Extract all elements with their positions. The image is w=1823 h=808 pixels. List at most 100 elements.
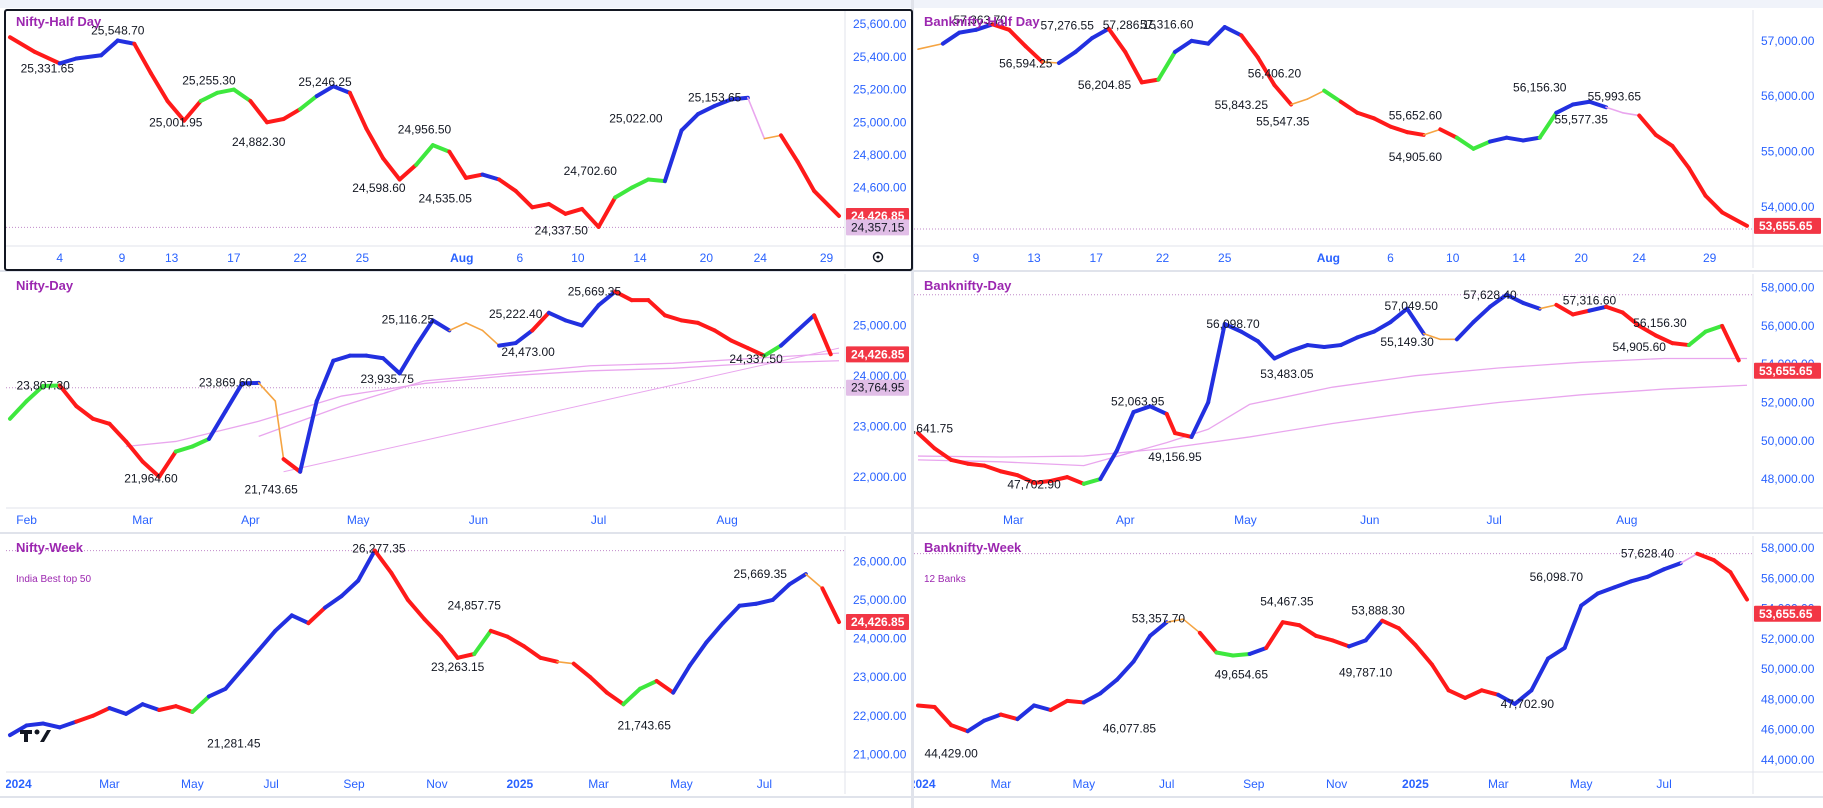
price-annotation: 57,316.60 [1563,294,1617,308]
price-segment [248,99,269,125]
price-segment [1720,210,1749,228]
price-annotation: 57,628.40 [1621,547,1675,561]
price-segment [448,322,467,332]
price-segment [998,469,1020,478]
chart-title: Banknifty-Week [924,540,1022,555]
price-segment [1272,83,1294,107]
price-segment [1587,304,1609,313]
price-annotation: 25,548.70 [91,24,145,38]
x-tick-label: 25 [356,251,370,265]
price-segment [795,313,817,333]
price-segment [190,436,211,449]
price-segment [206,409,228,441]
price-badge: 53,655.65 [1754,217,1821,234]
price-segment [439,634,460,660]
price-segment [1728,570,1749,602]
price-annotation: 57,276.55 [1041,18,1095,32]
x-tick-label: May [347,513,370,527]
price-segment [497,341,518,348]
price-segment [364,353,386,361]
price-segment [240,380,261,386]
price-segment [940,30,962,46]
chart-panel-banknifty-week[interactable]: 44,000.00 46,000.00 48,000.00 50,000.00 52,0… [914,536,1823,794]
price-annotation: 54,905.60 [1613,340,1667,354]
price-segment [1048,475,1070,483]
price-segment [530,202,551,210]
price-segment [1189,38,1211,46]
chart-panel-nifty-day[interactable]: 22,000.00 23,000.00 24,000.00 25,000.00 Feb M… [6,274,911,530]
price-segment [124,702,145,716]
y-tick-label: 25,000.00 [853,593,907,607]
price-segment [1653,333,1675,346]
y-tick-label: 48,000.00 [1761,472,1815,486]
price-segment [1172,431,1194,439]
price-segment [521,644,543,660]
price-segment [1637,113,1658,137]
price-segment [1396,626,1418,647]
price-segment [1056,49,1078,66]
y-tick-label: 22,000.00 [853,470,907,484]
price-segment [1686,166,1708,198]
price-segment [298,399,319,474]
price-segment [32,49,62,66]
price-segment [654,679,676,695]
settings-gear-icon[interactable] [872,251,884,263]
price-segment [173,704,195,714]
x-tick-label: 10 [1446,251,1460,265]
price-segment [1264,620,1285,650]
price-segment [1015,473,1037,485]
panel-divider[interactable] [911,0,914,808]
price-segment [982,463,1003,474]
price-segment [273,613,294,633]
price-segment [472,628,493,656]
price-segment [812,188,841,218]
price-badge: 24,426.85 [846,614,909,631]
chart-panel-nifty-half-day[interactable]: 24,400.0024,600.0024,800.0025,000.0025,2… [6,10,911,268]
x-tick-label: Jul [263,777,278,791]
price-segment [1206,25,1227,46]
price-annotation: 25,669.35 [568,285,622,299]
price-segment [1562,603,1584,650]
price-segment [1272,348,1294,361]
price-annotation: 25,669.35 [734,567,788,581]
price-badge-bg [1754,217,1821,234]
price-segment [331,353,352,363]
price-segment [745,346,767,358]
x-tick-label: 4 [56,251,63,265]
price-segment [488,628,510,639]
price-annotation: 56,156.30 [1633,316,1687,330]
y-tick-label: 52,000.00 [1761,632,1815,646]
price-annotation: 47,702.90 [1007,478,1061,492]
price-segment [1305,343,1327,349]
price-segment [8,723,29,738]
price-annotation: 24,473.00 [501,345,555,359]
price-segment [1090,26,1111,41]
price-annotation: 24,857.75 [448,598,502,612]
price-segment [1703,193,1725,215]
price-segment [696,103,717,117]
price-badge: 53,655.65 [1754,362,1821,379]
price-segment [323,594,344,610]
price-segment [932,446,954,462]
price-annotation: 53,888.30 [1351,603,1405,617]
moving-average-line [258,352,840,438]
price-segment [613,185,634,200]
price-segment [1570,308,1592,317]
price-segment [546,202,568,216]
price-segment [231,87,253,104]
price-segment [1686,329,1708,348]
price-segment [215,87,236,95]
chart-panel-banknifty-day[interactable]: 48,000.0050,000.0052,000.0054,000.0056,0… [914,274,1823,530]
y-tick-label: 24,800.00 [853,148,907,162]
price-segment [588,675,609,695]
price-segment [1579,591,1600,608]
chart-panel-banknifty-half-day[interactable]: 54,000.00 55,000.00 56,000.00 57,000.00 9 13 1… [914,10,1823,268]
price-segment [1413,642,1434,667]
price-annotation: 44,429.00 [924,746,978,760]
x-tick-label: 9 [119,251,126,265]
x-tick-label: 14 [1512,251,1526,265]
chart-panel-nifty-week[interactable]: 21,000.00 22,000.00 23,000.00 24,000.00 25,0… [6,536,911,794]
price-annotation: 57,363.70 [953,13,1007,27]
price-segment [1290,98,1309,106]
price-segment [1148,620,1169,638]
